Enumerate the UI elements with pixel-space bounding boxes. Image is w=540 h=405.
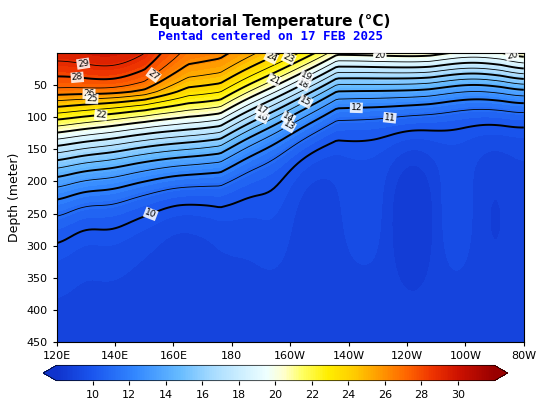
Text: 21: 21 [267, 73, 281, 86]
Text: 24: 24 [264, 51, 278, 64]
Text: 23: 23 [282, 51, 296, 64]
Text: 15: 15 [299, 95, 313, 108]
PathPatch shape [495, 365, 508, 381]
Text: 27: 27 [146, 68, 161, 82]
Text: 14: 14 [281, 111, 295, 124]
Text: Equatorial Temperature (°C): Equatorial Temperature (°C) [150, 14, 390, 29]
Text: 16: 16 [255, 110, 269, 124]
Y-axis label: Depth (meter): Depth (meter) [8, 153, 21, 242]
Text: 25: 25 [86, 94, 98, 104]
Text: 17: 17 [255, 104, 269, 117]
Text: 26: 26 [83, 90, 95, 98]
Text: Pentad centered on 17 FEB 2025: Pentad centered on 17 FEB 2025 [158, 30, 382, 43]
Text: 20: 20 [374, 51, 386, 60]
Text: 28: 28 [71, 72, 83, 82]
Text: 20: 20 [505, 49, 518, 60]
Text: 10: 10 [144, 208, 158, 220]
PathPatch shape [43, 365, 56, 381]
Text: 22: 22 [94, 110, 107, 120]
Text: 18: 18 [296, 77, 310, 91]
Text: 29: 29 [77, 58, 90, 69]
Text: 19: 19 [299, 70, 314, 83]
Text: 12: 12 [350, 103, 362, 113]
Text: 11: 11 [383, 113, 396, 123]
Text: 13: 13 [281, 119, 296, 132]
